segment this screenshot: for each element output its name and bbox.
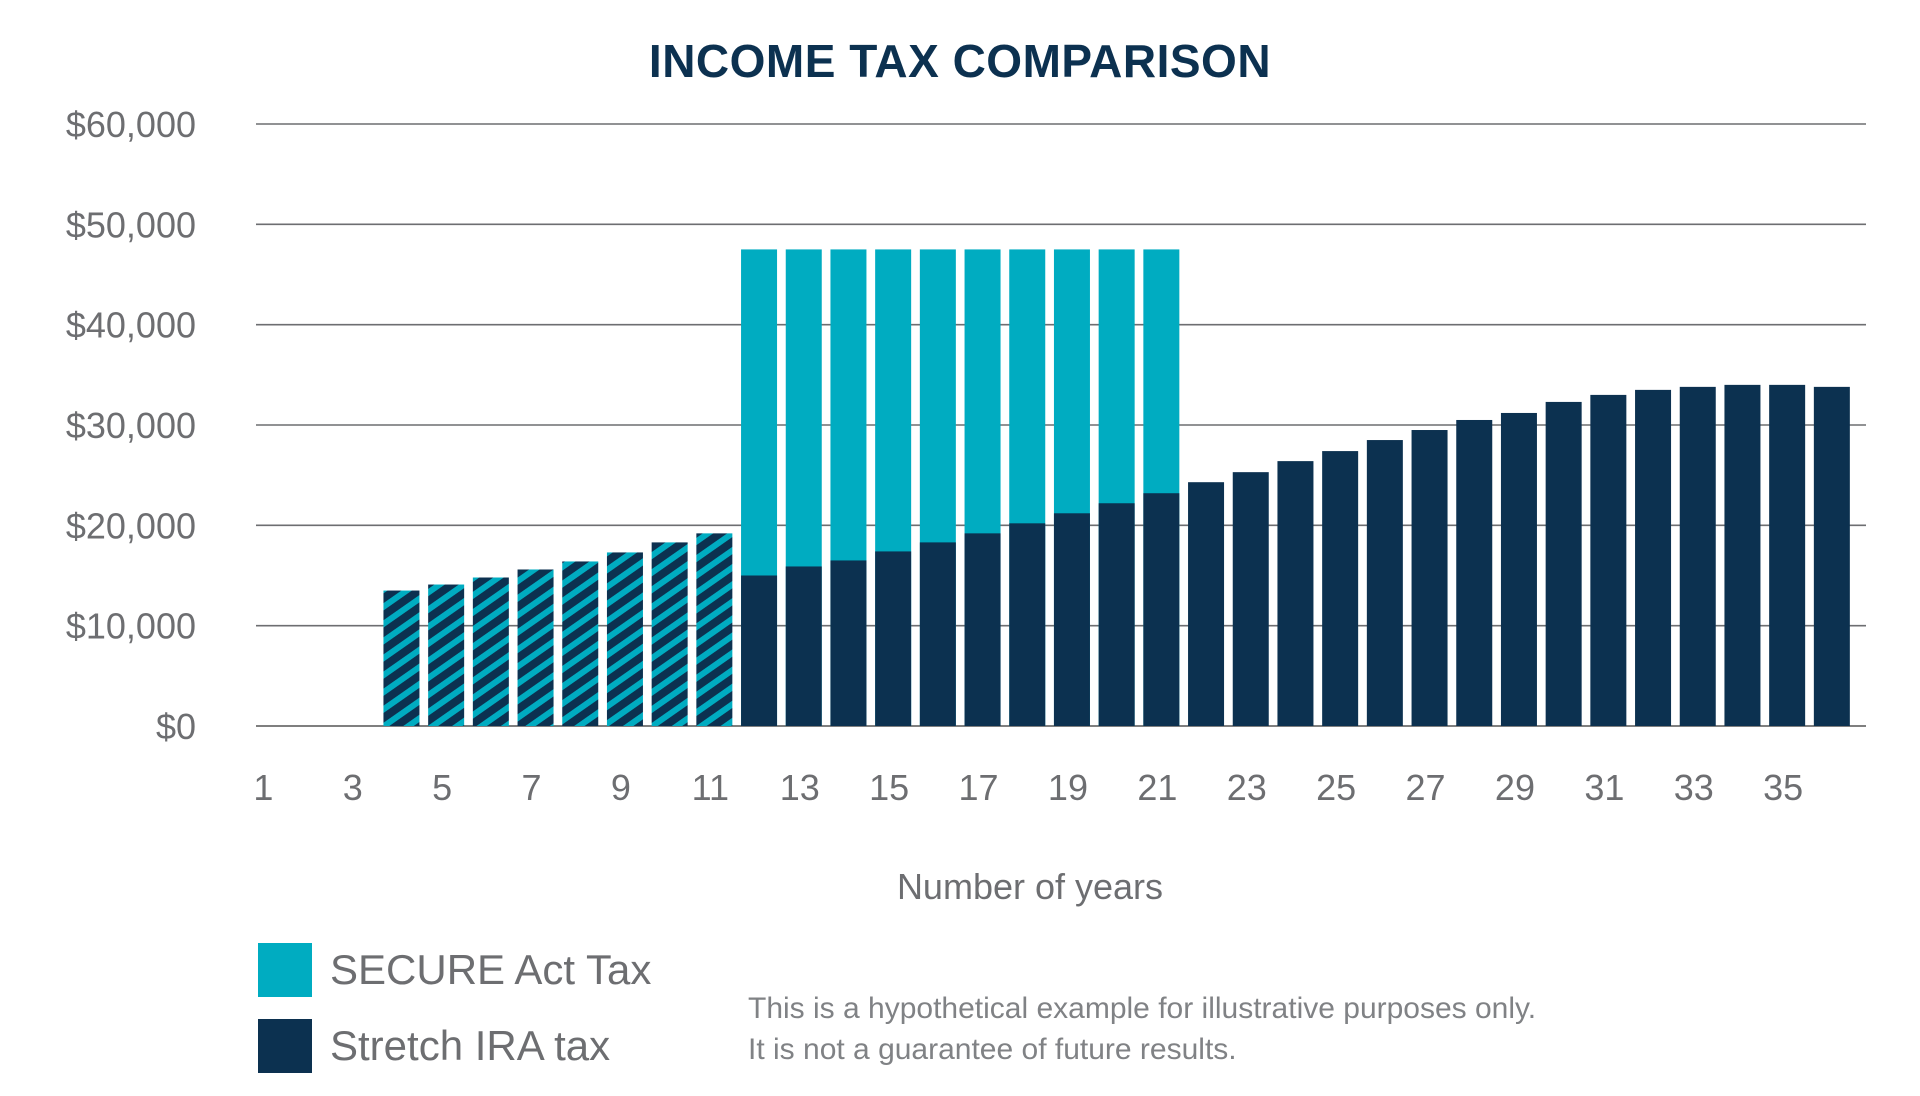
bar-stretch-ira bbox=[1009, 523, 1046, 726]
bar-overlap bbox=[606, 552, 643, 726]
y-tick-label: $20,000 bbox=[66, 505, 196, 546]
bar-stretch-ira bbox=[1188, 482, 1225, 726]
bar-stretch-ira bbox=[1098, 503, 1135, 726]
bar-stretch-ira bbox=[830, 560, 867, 726]
x-tick-label: 25 bbox=[1316, 767, 1356, 808]
x-tick-label: 23 bbox=[1227, 767, 1267, 808]
x-tick-label: 27 bbox=[1406, 767, 1446, 808]
bar-stretch-ira bbox=[1277, 461, 1314, 726]
bar-stretch-ira bbox=[1545, 401, 1582, 726]
y-tick-label: $50,000 bbox=[66, 204, 196, 245]
bar-stretch-ira bbox=[1411, 430, 1448, 726]
bar-stretch-ira bbox=[1635, 389, 1672, 726]
x-axis-label: Number of years bbox=[896, 866, 1164, 907]
x-tick-label: 21 bbox=[1137, 767, 1177, 808]
x-axis: 1 3 5 7 9 11 13 15 17 19 21 23 25 27 29 31 33 35 bbox=[253, 767, 1803, 808]
bars bbox=[383, 249, 1850, 726]
bar-stretch-ira bbox=[1232, 472, 1269, 726]
legend-swatch-secure-act bbox=[258, 943, 312, 997]
bar-stretch-ira bbox=[1500, 412, 1537, 726]
x-tick-label: 15 bbox=[869, 767, 909, 808]
legend-item-secure-act: SECURE Act Tax bbox=[258, 942, 651, 998]
legend-swatch-stretch-ira bbox=[258, 1019, 312, 1073]
x-tick-label: 19 bbox=[1048, 767, 1088, 808]
x-tick-label: 11 bbox=[692, 767, 729, 808]
x-tick-label: 9 bbox=[611, 767, 631, 808]
bar-stretch-ira bbox=[1456, 419, 1493, 726]
y-tick-label: $60,000 bbox=[66, 104, 196, 145]
bar-overlap bbox=[472, 577, 509, 726]
bar-stretch-ira bbox=[785, 566, 822, 726]
bar-stretch-ira bbox=[964, 533, 1001, 726]
bar-stretch-ira bbox=[1143, 493, 1180, 726]
bar-stretch-ira bbox=[741, 575, 778, 726]
bar-overlap bbox=[517, 569, 554, 726]
x-tick-label: 33 bbox=[1674, 767, 1714, 808]
bar-overlap bbox=[562, 561, 599, 726]
y-axis: $0 $10,000 $20,000 $30,000 $40,000 $50,000 $60… bbox=[66, 104, 196, 747]
bar-overlap bbox=[696, 533, 733, 726]
bar-stretch-ira bbox=[1366, 440, 1403, 726]
bar-stretch-ira bbox=[1322, 451, 1359, 726]
bar-stretch-ira bbox=[1590, 394, 1627, 726]
y-tick-label: $0 bbox=[156, 706, 196, 747]
y-tick-label: $10,000 bbox=[66, 606, 196, 647]
x-tick-label: 1 bbox=[253, 767, 273, 808]
disclaimer-note: This is a hypothetical example for illus… bbox=[748, 988, 1536, 1070]
bar-stretch-ira bbox=[1724, 384, 1761, 726]
disclaimer-line-2: It is not a guarantee of future results. bbox=[748, 1033, 1237, 1066]
legend-item-stretch-ira: Stretch IRA tax bbox=[258, 1018, 610, 1074]
bar-overlap bbox=[383, 590, 420, 726]
x-tick-label: 3 bbox=[343, 767, 363, 808]
bar-stretch-ira bbox=[1053, 513, 1090, 726]
x-tick-label: 5 bbox=[432, 767, 452, 808]
bar-stretch-ira bbox=[1679, 386, 1716, 726]
x-tick-label: 7 bbox=[522, 767, 542, 808]
bar-stretch-ira bbox=[875, 551, 912, 726]
bar-stretch-ira bbox=[919, 542, 956, 726]
legend-label: SECURE Act Tax bbox=[330, 946, 652, 993]
bar-stretch-ira bbox=[1769, 384, 1806, 726]
bar-stretch-ira bbox=[1813, 386, 1850, 726]
disclaimer-line-1: This is a hypothetical example for illus… bbox=[748, 992, 1537, 1025]
chart-title: INCOME TAX COMPARISON bbox=[648, 35, 1272, 87]
bar-overlap bbox=[651, 542, 688, 726]
x-tick-label: 29 bbox=[1495, 767, 1535, 808]
bar-overlap bbox=[428, 584, 465, 726]
x-tick-label: 13 bbox=[780, 767, 820, 808]
x-tick-label: 35 bbox=[1763, 767, 1803, 808]
x-tick-label: 31 bbox=[1584, 767, 1624, 808]
y-tick-label: $40,000 bbox=[66, 305, 196, 346]
legend-label: Stretch IRA tax bbox=[330, 1022, 611, 1069]
y-tick-label: $30,000 bbox=[66, 405, 196, 446]
x-tick-label: 17 bbox=[959, 767, 999, 808]
